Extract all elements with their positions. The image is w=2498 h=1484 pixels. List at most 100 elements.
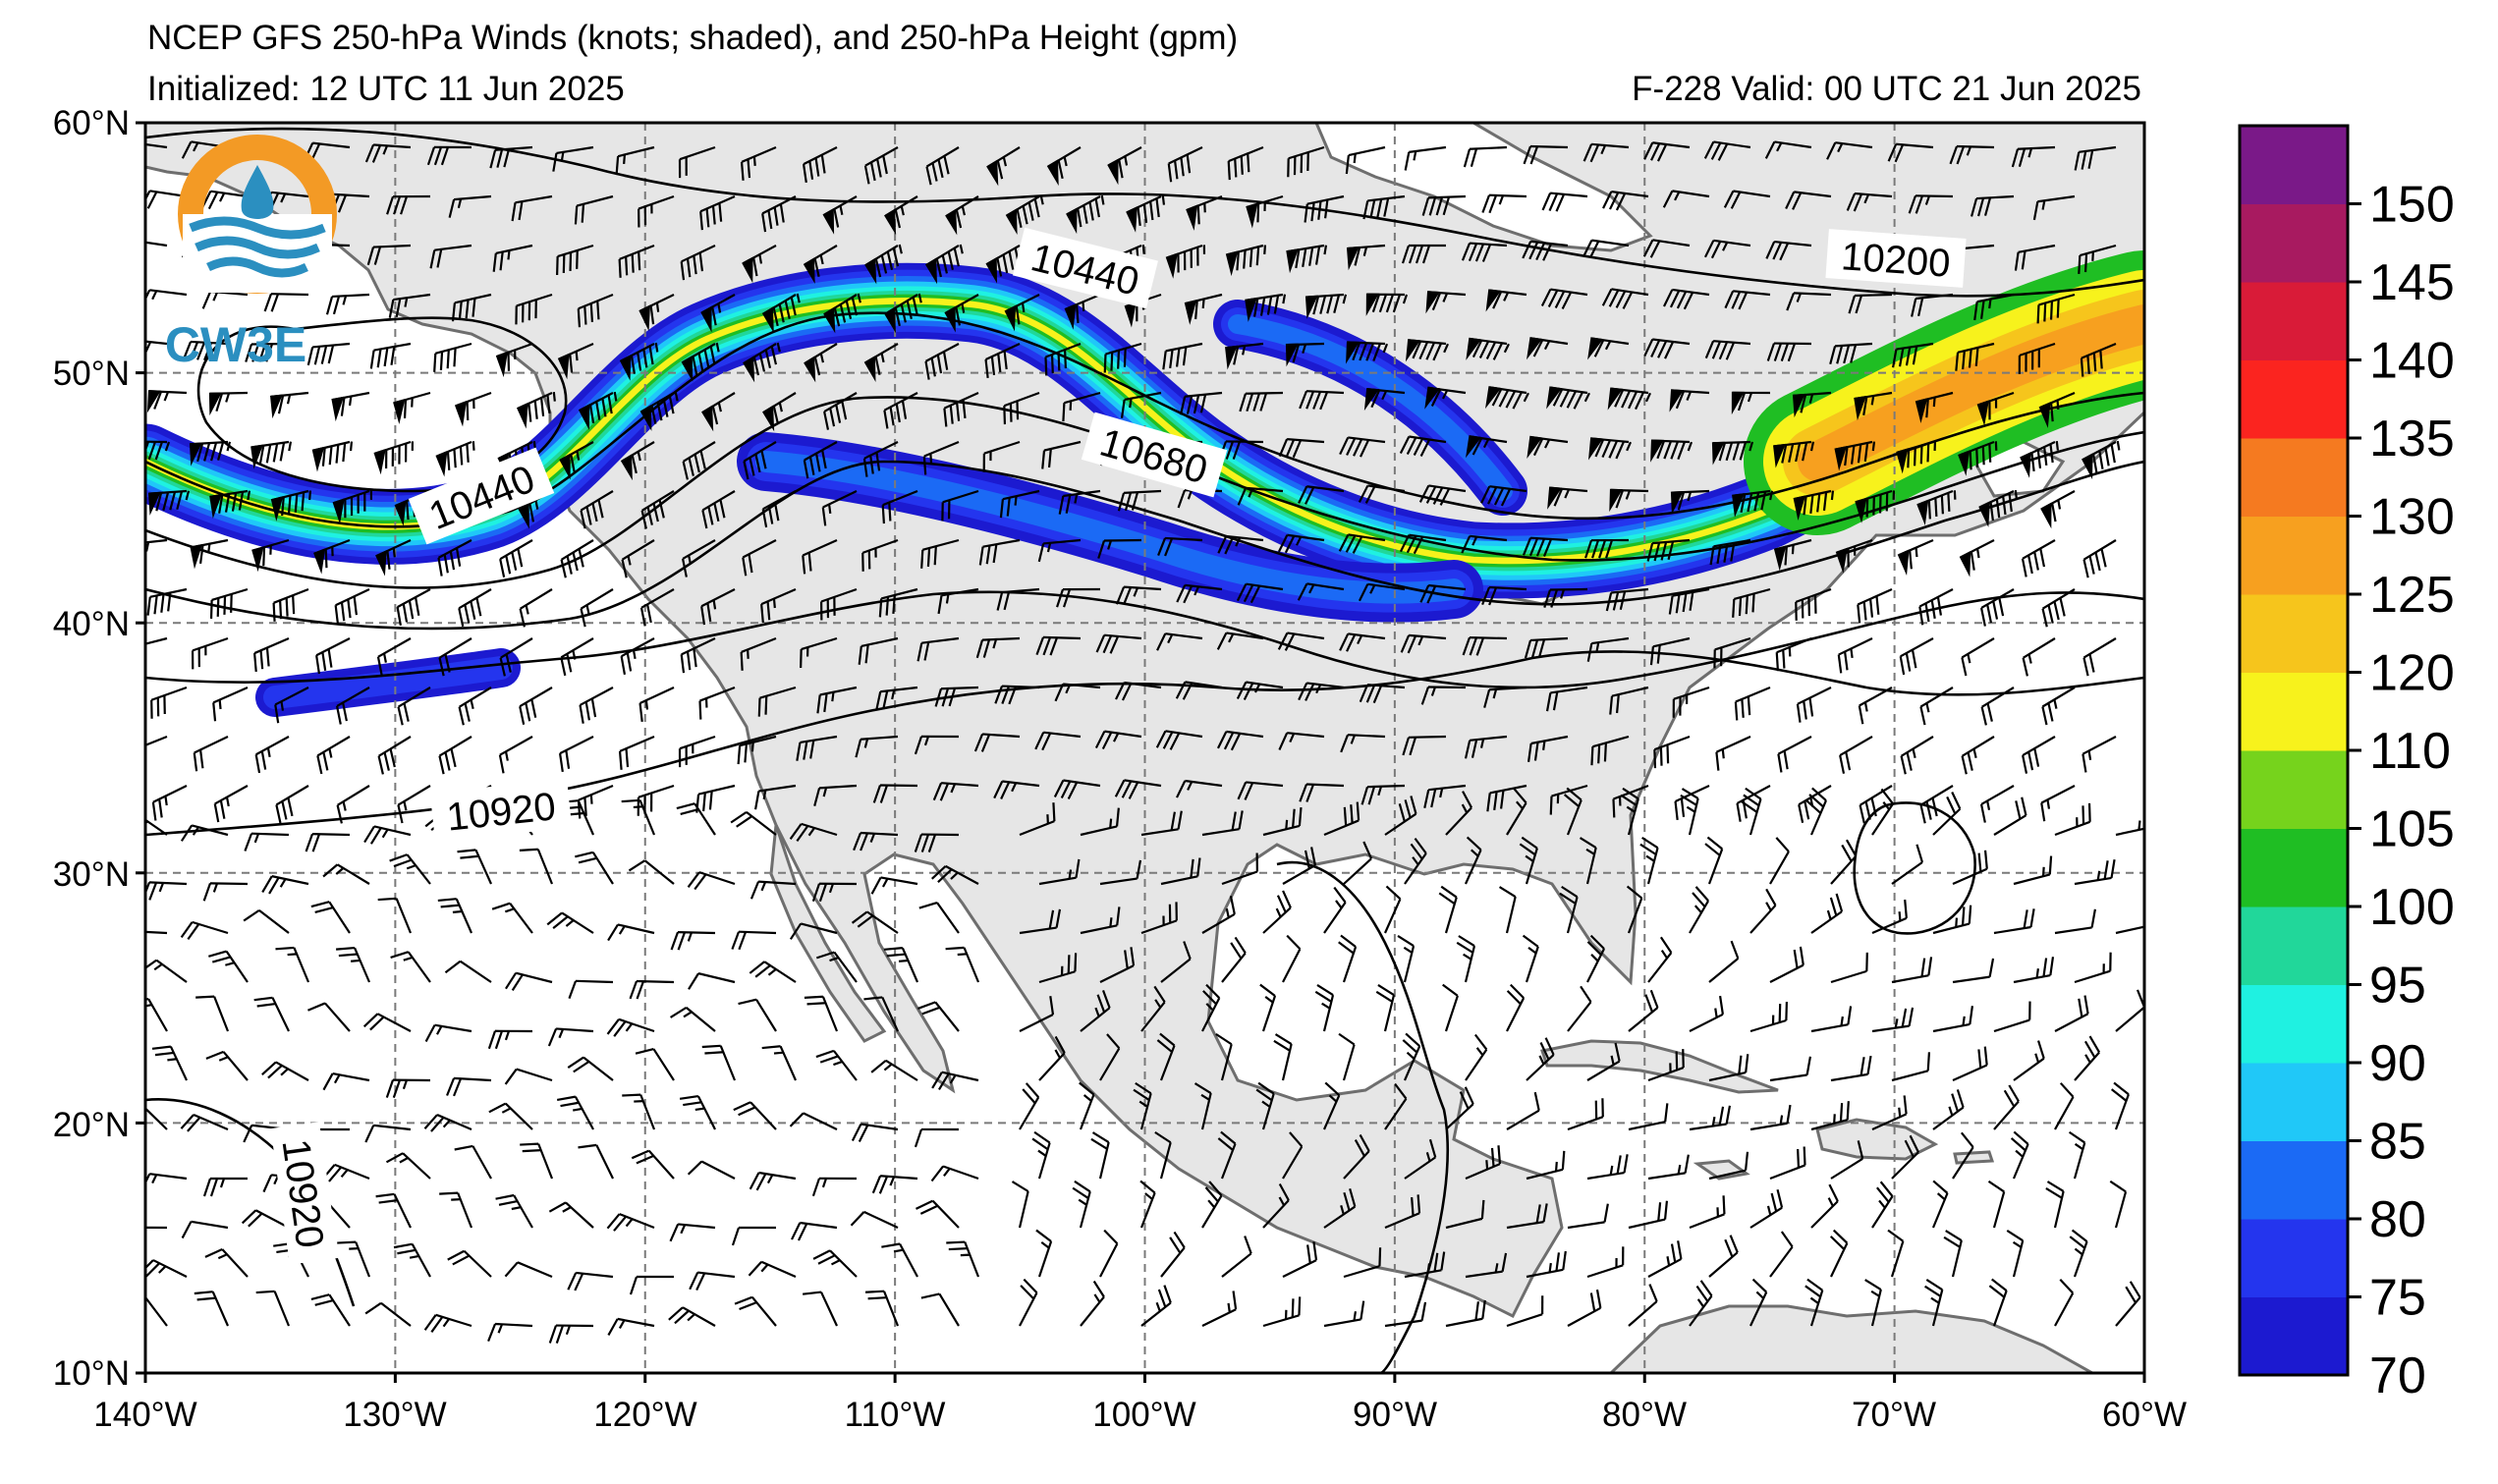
wind-barb [574, 194, 614, 225]
wind-barb [749, 1171, 797, 1191]
wind-barb [454, 391, 492, 427]
wind-barb [2006, 1230, 2025, 1278]
wind-barb [552, 145, 594, 172]
wind-barb [1201, 810, 1244, 837]
wind-barb [577, 293, 614, 328]
wind-barb [621, 539, 655, 578]
wind-barb [316, 736, 351, 775]
wind-barb [1749, 1278, 1768, 1327]
wind-barb [1646, 538, 1691, 562]
wind-barb [1176, 779, 1223, 798]
wind-barb [1155, 730, 1203, 750]
wind-barb [1217, 534, 1264, 555]
wind-barb [1282, 847, 1316, 885]
wind-barb [1590, 735, 1630, 766]
wind-barb [701, 392, 736, 432]
wind-barb [1522, 240, 1569, 261]
wind-barb [811, 882, 858, 903]
wind-barb [447, 1249, 492, 1278]
wind-barb [189, 440, 232, 467]
wind-barb [1038, 858, 1081, 886]
wind-barb [1713, 636, 1751, 669]
wind-barb [1643, 338, 1691, 359]
wind-barb [1911, 293, 1954, 317]
wind-barb [1456, 935, 1476, 983]
wind-barb [804, 343, 838, 383]
wind-barb [1932, 1006, 1973, 1033]
wind-barb [1384, 1082, 1408, 1130]
wind-barb [364, 143, 412, 163]
wind-barb [1338, 934, 1358, 983]
wind-barb [322, 1072, 370, 1091]
wind-barb [1586, 934, 1606, 983]
lat-label-40: 40°N [53, 605, 130, 643]
wind-barb [335, 687, 370, 725]
wind-barb [945, 946, 980, 983]
wind-barb [2013, 855, 2053, 886]
wind-barb [1099, 1033, 1121, 1081]
wind-barb [734, 1295, 777, 1327]
wind-barb [385, 1152, 431, 1180]
wind-barb [1054, 683, 1101, 702]
wind-barb [1201, 896, 1236, 934]
wind-barb [200, 190, 249, 210]
wind-barb [1887, 1229, 1905, 1278]
wind-barb [1792, 391, 1832, 418]
wind-barb [1486, 784, 1527, 812]
wind-barb [1384, 1301, 1427, 1328]
wind-barb [914, 1127, 960, 1148]
wind-barb [982, 440, 1021, 472]
wind-barb [375, 1192, 412, 1229]
wind-barb [669, 1223, 716, 1242]
wind-barb [306, 342, 351, 366]
wind-barb [1643, 141, 1691, 162]
wind-barb [883, 947, 919, 983]
wind-barb [1647, 1049, 1685, 1082]
wind-barb [1099, 947, 1136, 983]
wind-barb [1958, 440, 1998, 476]
wind-barb [1919, 687, 1954, 726]
wind-barb [1397, 935, 1416, 983]
wind-barb [1858, 687, 1893, 725]
wind-barb [1044, 342, 1082, 376]
wind-barb [2041, 588, 2076, 628]
wind-barb [1976, 391, 2015, 426]
wind-barb [1971, 194, 2015, 217]
wind-barb [1278, 438, 1325, 459]
wind-barb [1464, 735, 1508, 759]
wind-barb [1543, 587, 1588, 608]
wind-barb [519, 687, 553, 726]
wind-barb [914, 735, 960, 755]
wind-barb [1215, 1032, 1233, 1081]
wind-barb [1810, 1101, 1850, 1131]
wind-barb [1117, 489, 1162, 512]
wind-barb [2074, 1035, 2101, 1081]
wind-barb [1402, 1032, 1421, 1081]
wind-barb [993, 780, 1040, 799]
wind-barb [914, 833, 960, 853]
wind-barb [151, 785, 188, 821]
wind-barb [1400, 633, 1447, 654]
wind-barb [701, 490, 736, 529]
wind-barb [1769, 837, 1790, 885]
wind-barb [1099, 859, 1142, 886]
wind-barb [1418, 484, 1467, 506]
lat-label-10: 10°N [53, 1354, 130, 1393]
wind-barb [2038, 391, 2076, 428]
wind-barb [1278, 732, 1325, 750]
wind-barb [934, 686, 979, 707]
wind-barb [918, 901, 960, 934]
wind-barb [1773, 538, 1812, 572]
wind-barb [1466, 337, 1510, 360]
wind-barb [1262, 1182, 1290, 1229]
jamaica-land [1693, 1159, 1750, 1181]
wind-barb [1221, 1236, 1252, 1278]
wind-barb [802, 538, 838, 575]
wind-barb [1080, 807, 1120, 837]
wind-barb [994, 685, 1040, 705]
svg-text:10200: 10200 [1840, 235, 1952, 286]
wind-barb [209, 587, 249, 619]
wind-barb [638, 687, 675, 723]
wind-barb [1674, 785, 1710, 820]
wind-barb [191, 636, 229, 670]
